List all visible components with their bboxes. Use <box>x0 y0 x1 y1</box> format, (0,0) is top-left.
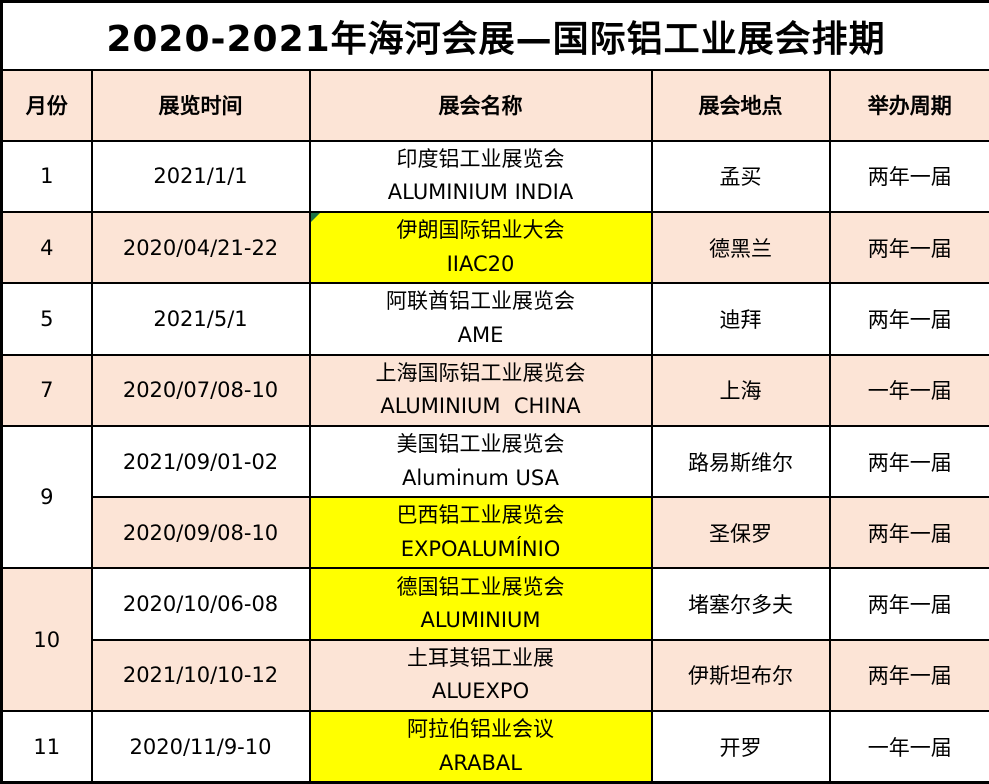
cell-month[interactable]: 4 <box>0 210 93 285</box>
cell-date[interactable]: 2020/09/08-10 <box>90 496 311 570</box>
cell-location[interactable]: 上海 <box>650 353 831 427</box>
cell-date[interactable]: 2021/09/01-02 <box>90 424 311 499</box>
table-row: 4 2020/04/21-22 伊朗国际铝业大会 IIAC20 德黑兰 两年一届 <box>0 210 989 285</box>
cell-exhibition-name[interactable]: 美国铝工业展览会 Aluminum USA <box>308 424 653 499</box>
table-row: 5 2021/5/1 阿联酋铝工业展览会 AME 迪拜 两年一届 <box>0 282 989 356</box>
col-header-date[interactable]: 展览时间 <box>90 69 311 142</box>
cell-month[interactable]: 5 <box>0 282 93 356</box>
cell-date[interactable]: 2020/07/08-10 <box>90 353 311 427</box>
cell-month[interactable]: 11 <box>0 710 93 784</box>
exhibition-name-en: ALUMINIUM CHINA <box>380 394 581 419</box>
excel-flag-triangle-icon <box>311 213 320 222</box>
exhibition-name-zh: 印度铝工业展览会 <box>396 146 565 171</box>
exhibition-name-en: Aluminum USA <box>401 465 559 490</box>
cell-cycle[interactable]: 两年一届 <box>828 424 989 499</box>
cell-exhibition-name-highlighted[interactable]: 伊朗国际铝业大会 IIAC20 <box>308 210 653 285</box>
cell-month[interactable]: 1 <box>0 139 93 213</box>
cell-exhibition-name-highlighted[interactable]: 德国铝工业展览会 ALUMINIUM <box>308 567 653 641</box>
cell-exhibition-name[interactable]: 印度铝工业展览会 ALUMINIUM INDIA <box>308 139 653 213</box>
cell-cycle[interactable]: 两年一届 <box>828 282 989 356</box>
cell-location[interactable]: 圣保罗 <box>650 496 831 570</box>
page-title: 2020-2021年海河会展—国际铝工业展会排期 <box>0 0 989 72</box>
table-row: 2021/10/10-12 土耳其铝工业展 ALUEXPO 伊斯坦布尔 两年一届 <box>2 638 989 713</box>
exhibition-name-zh: 伊朗国际铝业大会 <box>396 217 565 242</box>
table-row: 11 2020/11/9-10 阿拉伯铝业会议 ARABAL 开罗 一年一届 <box>0 710 989 784</box>
cell-location[interactable]: 堵塞尔多夫 <box>650 567 831 641</box>
exhibition-name-zh: 阿拉伯铝业会议 <box>407 716 554 741</box>
exhibition-name-en: IIAC20 <box>446 251 515 276</box>
header-row: 月份 展览时间 展会名称 展会地点 举办周期 <box>0 69 989 142</box>
cell-exhibition-name[interactable]: 上海国际铝工业展览会 ALUMINIUM CHINA <box>308 353 653 427</box>
exhibition-name-en: ARABAL <box>439 750 522 775</box>
cell-cycle[interactable]: 一年一届 <box>828 710 989 784</box>
table-row: 10 2020/10/06-08 德国铝工业展览会 ALUMINIUM 堵塞尔多… <box>0 567 989 713</box>
exhibition-name-zh: 上海国际铝工业展览会 <box>375 360 586 385</box>
cell-date[interactable]: 2021/5/1 <box>90 282 311 356</box>
exhibition-name-zh: 美国铝工业展览会 <box>396 431 565 456</box>
cell-cycle[interactable]: 两年一届 <box>828 567 989 641</box>
cell-location[interactable]: 德黑兰 <box>650 210 831 285</box>
col-header-location[interactable]: 展会地点 <box>650 69 831 142</box>
cell-location[interactable]: 孟买 <box>650 139 831 213</box>
cell-exhibition-name[interactable]: 土耳其铝工业展 ALUEXPO <box>308 638 653 713</box>
table-row: 9 2021/09/01-02 美国铝工业展览会 Aluminum USA 路易… <box>0 424 989 570</box>
col-header-name[interactable]: 展会名称 <box>308 69 653 142</box>
cell-cycle[interactable]: 两年一届 <box>828 638 989 713</box>
cell-cycle[interactable]: 两年一届 <box>828 496 989 570</box>
cell-location[interactable]: 开罗 <box>650 710 831 784</box>
exhibition-name-zh: 巴西铝工业展览会 <box>396 503 565 528</box>
cell-cycle[interactable]: 一年一届 <box>828 353 989 427</box>
cell-exhibition-name[interactable]: 阿联酋铝工业展览会 AME <box>308 282 653 356</box>
cell-date[interactable]: 2021/1/1 <box>90 139 311 213</box>
exhibition-name-zh: 德国铝工业展览会 <box>396 574 565 599</box>
exhibition-name-en: AME <box>457 322 504 347</box>
cell-month[interactable]: 7 <box>0 353 93 427</box>
table-row: 2020/09/08-10 巴西铝工业展览会 EXPOALUMÍNIO 圣保罗 … <box>2 496 989 570</box>
cell-date[interactable]: 2020/11/9-10 <box>90 710 311 784</box>
cell-cycle[interactable]: 两年一届 <box>828 139 989 213</box>
cell-exhibition-name-highlighted[interactable]: 阿拉伯铝业会议 ARABAL <box>308 710 653 784</box>
col-header-cycle[interactable]: 举办周期 <box>828 69 989 142</box>
exhibition-name-en: EXPOALUMÍNIO <box>400 536 561 561</box>
exhibition-name-zh: 土耳其铝工业展 <box>407 645 554 670</box>
cell-month-merged[interactable]: 9 <box>0 424 93 570</box>
table-row: 7 2020/07/08-10 上海国际铝工业展览会 ALUMINIUM CHI… <box>0 353 989 427</box>
exhibition-name-en: ALUEXPO <box>431 679 530 704</box>
cell-location[interactable]: 伊斯坦布尔 <box>650 638 831 713</box>
exhibition-name-zh: 阿联酋铝工业展览会 <box>386 289 575 314</box>
exhibition-name-en: ALUMINIUM <box>420 608 541 633</box>
table-row: 1 2021/1/1 印度铝工业展览会 ALUMINIUM INDIA 孟买 两… <box>0 139 989 213</box>
cell-cycle[interactable]: 两年一届 <box>828 210 989 285</box>
col-header-month[interactable]: 月份 <box>0 69 93 142</box>
cell-month-merged[interactable]: 10 <box>0 567 93 713</box>
cell-date[interactable]: 2020/10/06-08 <box>90 567 311 641</box>
cell-date[interactable]: 2020/04/21-22 <box>90 210 311 285</box>
cell-date[interactable]: 2021/10/10-12 <box>90 638 311 713</box>
cell-location[interactable]: 迪拜 <box>650 282 831 356</box>
cell-location[interactable]: 路易斯维尔 <box>650 424 831 499</box>
exhibition-name-en: ALUMINIUM INDIA <box>387 180 574 205</box>
cell-exhibition-name-highlighted[interactable]: 巴西铝工业展览会 EXPOALUMÍNIO <box>308 496 653 570</box>
